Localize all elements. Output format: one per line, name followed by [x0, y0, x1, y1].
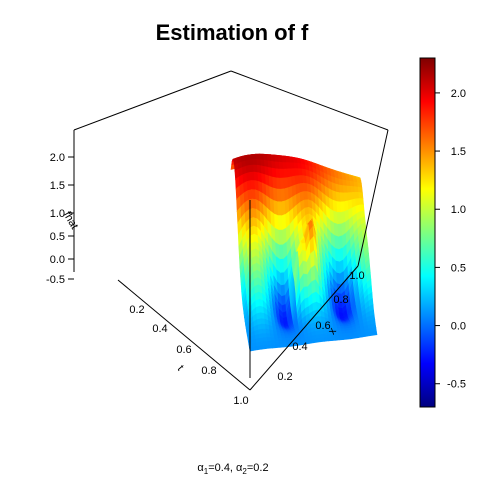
z-tick-label: 0.0: [50, 254, 65, 266]
x-tick-label: 1.0: [349, 270, 364, 282]
box-edge-right-vertical: [357, 129, 389, 267]
t-axis-label: t: [175, 363, 186, 373]
box-edge-back-top-right: [230, 70, 389, 131]
surface-facet: [358, 192, 364, 200]
colorbar-tick-label: 0.5: [451, 262, 466, 274]
t-tick-label: 0.8: [201, 365, 216, 377]
t-tick-label: 0.4: [152, 323, 167, 335]
z-tick-label: 0.5: [50, 231, 65, 243]
colorbar-tick-label: 0.0: [451, 321, 466, 333]
alpha1-symbol: α: [197, 462, 204, 474]
t-tick-label: 1.0: [233, 395, 248, 407]
alpha2-value: =0.2: [247, 462, 269, 474]
footer-parameters: α1=0.4, α2=0.2: [197, 462, 268, 476]
alpha2-symbol: α: [236, 462, 243, 474]
colorbar: -0.5 0.0 0.5 1.0 1.5 2.0: [419, 57, 466, 408]
colorbar-gradient: [419, 57, 436, 408]
surface-facet: [372, 330, 378, 336]
z-tick-label: 1.5: [50, 180, 65, 192]
x-tick-label: 0.2: [277, 371, 292, 383]
colorbar-tick-label: 1.0: [451, 204, 466, 216]
x-tick-label: 0.8: [333, 294, 348, 306]
z-axis-label: fhat: [61, 210, 81, 232]
surface-plot: [230, 153, 378, 352]
alpha1-subscript: 1: [204, 467, 209, 476]
surface-facet: [359, 204, 365, 212]
z-tick-label: 2.0: [50, 152, 65, 164]
t-tick-label: 0.6: [176, 344, 191, 356]
surface-facet: [357, 186, 363, 194]
chart-title: Estimation of f: [156, 20, 309, 45]
colorbar-tick-label: 2.0: [451, 88, 466, 100]
colorbar-tick-label: 1.5: [451, 146, 466, 158]
x-tick-label: 0.4: [292, 341, 307, 353]
box-front-edges: [73, 129, 389, 391]
box-edge-t-axis: [117, 279, 251, 391]
z-axis: 2.0 1.5 1.0 0.5 0.0 -0.5: [46, 152, 74, 286]
surface-facet: [358, 198, 364, 206]
colorbar-ticks: -0.5 0.0 0.5 1.0 1.5 2.0: [435, 88, 466, 391]
x-tick-label: 0.6: [315, 320, 330, 332]
t-axis: 0.2 0.4 0.6 0.8 1.0: [129, 304, 248, 407]
x-axis: 0.2 0.4 0.6 0.81.0: [277, 270, 364, 383]
alpha2-subscript: 2: [242, 467, 247, 476]
z-tick-label: 1.0: [50, 208, 65, 220]
box-back-edges: [73, 70, 389, 131]
box-edge-back-top-left: [73, 70, 232, 131]
z-tick-label: -0.5: [46, 274, 65, 286]
box-edge-x-axis: [249, 265, 359, 391]
t-tick-label: 0.2: [129, 304, 144, 316]
alpha1-value: =0.4,: [208, 462, 236, 474]
x-axis-label: x: [326, 325, 339, 337]
colorbar-tick-label: -0.5: [447, 379, 466, 391]
